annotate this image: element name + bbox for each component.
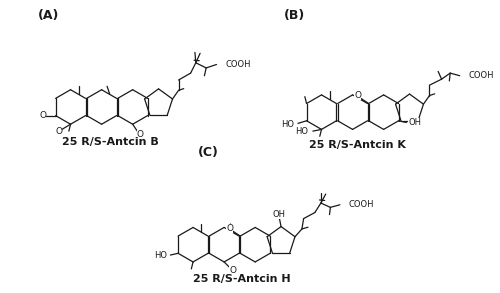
Text: O: O (56, 127, 62, 136)
Text: COOH: COOH (468, 71, 494, 80)
Text: (A): (A) (38, 8, 59, 22)
Text: HO: HO (154, 251, 167, 260)
Text: (B): (B) (284, 8, 305, 22)
Text: O: O (226, 224, 233, 233)
Text: (C): (C) (198, 146, 219, 159)
Text: 25 R/S-Antcin K: 25 R/S-Antcin K (310, 140, 406, 150)
Text: OH: OH (273, 210, 286, 219)
Text: HO: HO (280, 120, 293, 129)
Text: O: O (39, 111, 46, 120)
Text: OH: OH (408, 118, 421, 127)
Text: 25 R/S-Antcin B: 25 R/S-Antcin B (62, 137, 158, 147)
Text: O: O (137, 130, 144, 139)
Text: COOH: COOH (348, 200, 374, 209)
Text: HO: HO (296, 127, 308, 136)
Text: COOH: COOH (226, 60, 252, 69)
Text: O: O (354, 91, 362, 100)
Text: O: O (229, 266, 236, 275)
Text: 25 R/S-Antcin H: 25 R/S-Antcin H (192, 274, 290, 285)
